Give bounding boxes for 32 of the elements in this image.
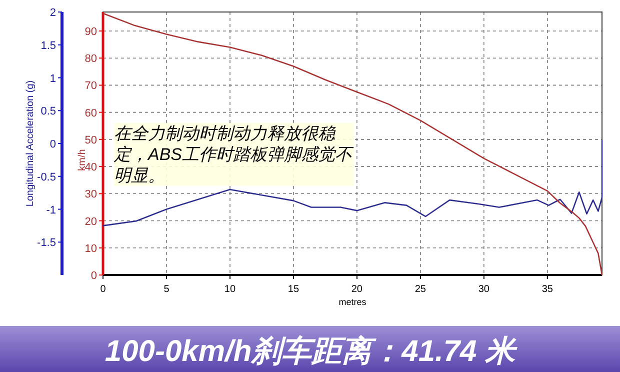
y-tick-label: -0.5 bbox=[37, 171, 56, 184]
y2-tick-label: 70 bbox=[84, 80, 97, 92]
line-series bbox=[102, 140, 603, 226]
line-series bbox=[102, 12, 603, 276]
y2-tick-label: 60 bbox=[84, 107, 97, 120]
x-axis-title: metres bbox=[338, 297, 367, 307]
y2-tick-label: 40 bbox=[84, 162, 97, 174]
x-tick-label: 10 bbox=[224, 284, 236, 295]
y-tick-label: 2 bbox=[50, 7, 56, 19]
y2-tick-label: 30 bbox=[84, 188, 97, 201]
y2-tick-label: 90 bbox=[84, 26, 97, 38]
x-tick-label: 0 bbox=[100, 284, 106, 295]
x-tick-label: 5 bbox=[164, 284, 170, 295]
x-tick-label: 15 bbox=[288, 284, 300, 295]
y2-tick-label: 80 bbox=[84, 53, 97, 66]
y-tick-label: -1 bbox=[46, 204, 56, 216]
y2-tick-label: 20 bbox=[84, 216, 97, 228]
annotation: 在全力制动时制动力释放很稳定，ABS工作时踏板弹脚感觉不明显。 bbox=[114, 123, 354, 186]
y-tick-label: -1.5 bbox=[37, 237, 56, 250]
y2-tick-label: 50 bbox=[84, 134, 97, 146]
x-tick-label: 25 bbox=[414, 284, 426, 295]
y-tick-label: 0 bbox=[50, 138, 56, 150]
y-tick-label: 1 bbox=[50, 72, 56, 85]
x-tick-label: 20 bbox=[351, 284, 363, 295]
y-axis-title: Longitudinal Acceleration (g) bbox=[25, 80, 36, 207]
x-tick-label: 30 bbox=[478, 284, 490, 295]
x-tick-label: 35 bbox=[542, 284, 554, 295]
y-tick-label: 1.5 bbox=[40, 40, 56, 52]
y2-tick-label: 0 bbox=[90, 270, 97, 282]
y-tick-label: 0.5 bbox=[40, 106, 56, 118]
y2-tick-label: 10 bbox=[84, 242, 97, 255]
text: 100-0km/h刹车距离：41.74 米 bbox=[104, 334, 518, 368]
